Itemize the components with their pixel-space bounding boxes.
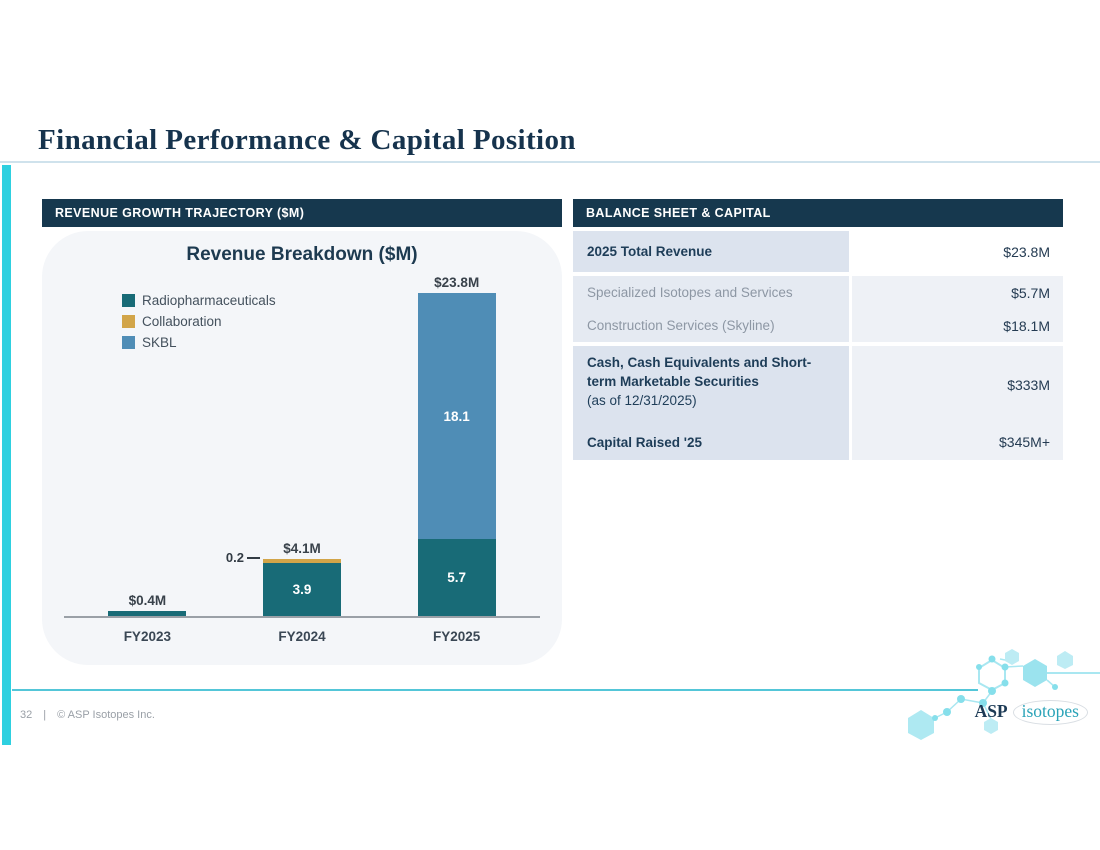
table-row: Construction Services (Skyline) $18.1M: [573, 309, 1063, 342]
x-axis-label: FY2023: [123, 629, 171, 644]
row-value: $5.7M: [852, 276, 1063, 309]
balance-panel-header: BALANCE SHEET & CAPITAL: [573, 199, 1063, 227]
bar-column-fy2023: $0.4M: [70, 593, 225, 616]
table-row: Cash, Cash Equivalents and Short-term Ma…: [573, 346, 1063, 424]
bar-segment-radiopharmaceuticals: 3.9: [263, 563, 341, 616]
callout-line: [247, 556, 260, 559]
bar-segment-radiopharmaceuticals: 5.7: [417, 539, 496, 616]
legend-label: Collaboration: [142, 314, 222, 329]
bar-column-fy2024: $4.1M 3.9 0.2: [225, 541, 380, 616]
legend-swatch-icon: [122, 336, 135, 349]
x-axis-labels: FY2023 FY2024 FY2025: [42, 629, 562, 644]
bar-stack: 18.1 5.7: [417, 293, 496, 616]
page-number: 32: [20, 709, 33, 721]
row-value: $333M: [852, 346, 1063, 424]
callout-label: 0.2: [225, 550, 244, 565]
row-label: Construction Services (Skyline): [573, 309, 849, 342]
row-sublabel: (as of 12/31/2025): [587, 392, 697, 408]
footer-separator: |: [43, 709, 47, 721]
balance-table: 2025 Total Revenue $23.8M Specialized Is…: [573, 231, 1063, 464]
bar-total-label: $0.4M: [128, 593, 167, 608]
row-label: Cash, Cash Equivalents and Short-term Ma…: [573, 346, 849, 424]
x-axis-label: FY2025: [433, 629, 481, 644]
logo-isotopes-text: isotopes: [1012, 700, 1088, 725]
row-label: Specialized Isotopes and Services: [573, 276, 849, 309]
legend-swatch-icon: [122, 294, 135, 307]
legend-swatch-icon: [122, 315, 135, 328]
bar-segment-skbl: 18.1: [417, 293, 496, 539]
bar-stack: [108, 611, 187, 616]
chart-title: Revenue Breakdown ($M): [186, 244, 418, 265]
footer: 32 | © ASP Isotopes Inc.: [20, 709, 155, 721]
row-label: Capital Raised '25: [573, 424, 849, 460]
accent-bar: [2, 165, 11, 745]
row-label: 2025 Total Revenue: [573, 231, 849, 272]
chart-legend: Radiopharmaceuticals Collaboration SKBL: [122, 293, 276, 356]
x-axis-label: FY2024: [278, 629, 326, 644]
table-block: Cash, Cash Equivalents and Short-term Ma…: [573, 346, 1063, 460]
bar-total-label: $4.1M: [283, 541, 321, 556]
logo: ASP isotopes: [975, 700, 1088, 725]
row-value: $18.1M: [852, 309, 1063, 342]
logo-asp-text: ASP: [974, 701, 1008, 721]
row-label-text: Cash, Cash Equivalents and Short-term Ma…: [587, 355, 812, 389]
bar-total-label: $23.8M: [434, 275, 480, 290]
row-value: $23.8M: [852, 231, 1063, 272]
copyright-text: © ASP Isotopes Inc.: [57, 709, 155, 721]
bar-column-fy2025: $23.8M 18.1 5.7: [379, 275, 534, 616]
x-axis-line: [64, 616, 540, 618]
table-row: Capital Raised '25 $345M+: [573, 424, 1063, 460]
molecule-icon: [908, 649, 1100, 740]
footer-divider: [12, 689, 978, 691]
callout-collaboration: 0.2: [226, 550, 260, 565]
page-title: Financial Performance & Capital Position: [38, 124, 576, 156]
legend-label: SKBL: [142, 335, 177, 350]
legend-item-radiopharmaceuticals: Radiopharmaceuticals: [122, 293, 276, 308]
revenue-chart-card: Revenue Breakdown ($M) Radiopharmaceutic…: [42, 231, 562, 665]
title-divider: [0, 161, 1100, 163]
bar-segment-radiopharmaceuticals: [108, 611, 187, 616]
row-value: $345M+: [852, 424, 1063, 460]
legend-item-skbl: SKBL: [122, 335, 276, 350]
legend-item-collaboration: Collaboration: [122, 314, 276, 329]
table-block: 2025 Total Revenue $23.8M: [573, 231, 1063, 272]
table-block: Specialized Isotopes and Services $5.7M …: [573, 276, 1063, 342]
bar-stack: 3.9 0.2: [226, 550, 341, 616]
table-row: Specialized Isotopes and Services $5.7M: [573, 276, 1063, 309]
bar-segment-collaboration: [263, 559, 341, 563]
chart-plot: $0.4M $4.1M 3.9 0.2 $23.8M 18.1 5.7: [42, 271, 562, 616]
table-row: 2025 Total Revenue $23.8M: [573, 231, 1063, 272]
legend-label: Radiopharmaceuticals: [142, 293, 276, 308]
revenue-panel-header: REVENUE GROWTH TRAJECTORY ($M): [42, 199, 562, 227]
